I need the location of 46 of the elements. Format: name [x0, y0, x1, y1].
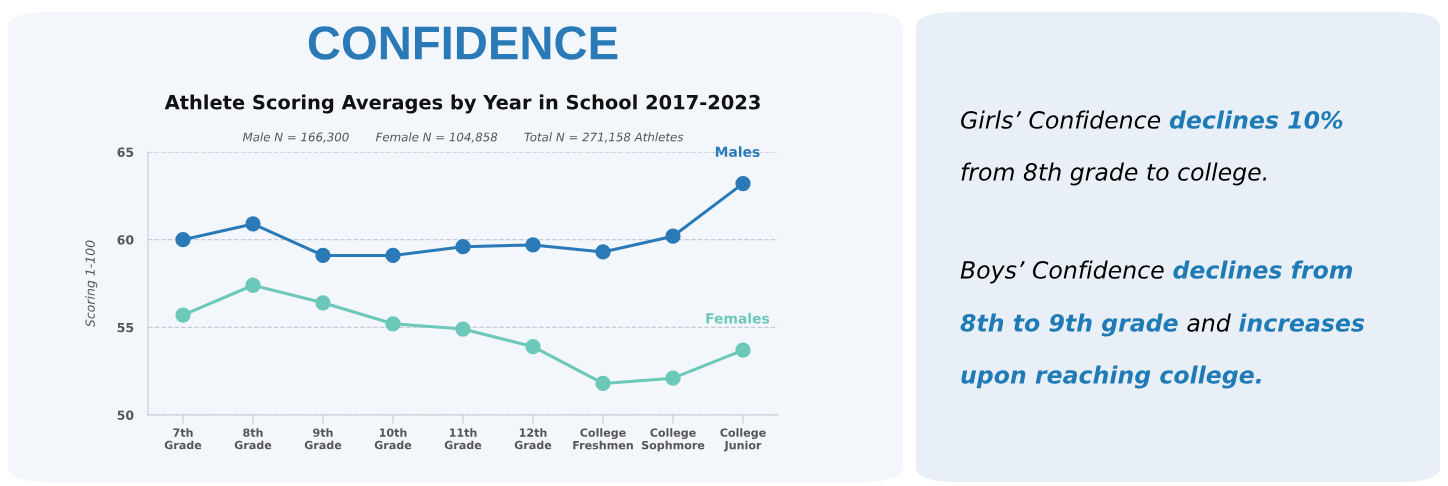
text: from 8th grade to college.	[961, 162, 1267, 186]
point	[315, 247, 331, 264]
x-tick-label: 11th Grade	[444, 428, 482, 450]
text: Boys’ Confidence	[960, 260, 1164, 284]
x-tick-label: 7th Grade	[164, 428, 202, 450]
x-tick-label: College Freshmen	[573, 428, 633, 450]
chart-subtitle: Athlete Scoring Averages by Year in School 2017-2023	[164, 94, 760, 114]
x-tick-label: 12th Grade	[514, 428, 552, 450]
point	[595, 375, 611, 392]
text: and	[1187, 313, 1231, 332]
x-tick-label: College Sophmore	[641, 428, 705, 452]
text: upon reaching college.	[961, 365, 1261, 389]
point	[455, 239, 471, 255]
point	[245, 216, 261, 232]
text: declines from	[1173, 260, 1353, 279]
point	[595, 244, 611, 260]
text: Girls’ Confidence	[961, 110, 1161, 129]
x-tick-label: 9th Grade	[304, 428, 342, 450]
point	[735, 342, 751, 358]
point	[525, 338, 541, 355]
series-label: Females	[706, 312, 770, 324]
y-tick-label: 60	[117, 235, 134, 245]
point	[735, 175, 751, 192]
chart-title: CONFIDENCE	[308, 26, 618, 60]
text: Male N = 166,300 Female N = 104,858 Total N = 271,158 Athletes	[242, 132, 684, 143]
point	[175, 307, 191, 323]
point	[665, 370, 681, 386]
point	[665, 228, 681, 244]
x-tick-label: 8th Grade	[234, 428, 272, 450]
text: increases	[1239, 313, 1365, 332]
text: 8th to 9th grade	[960, 313, 1178, 337]
point	[455, 321, 471, 337]
point	[385, 247, 401, 264]
y-tick-label: 50	[117, 410, 134, 420]
point	[175, 232, 191, 248]
point	[315, 295, 331, 311]
point	[245, 277, 261, 293]
text: declines 10%	[1169, 110, 1343, 129]
y-tick-label: 65	[117, 147, 134, 157]
y-tick-label: 55	[117, 322, 134, 333]
point	[525, 237, 541, 253]
x-tick-label: College Junior	[720, 428, 766, 452]
y-axis-title: Scoring 1-100	[85, 240, 98, 328]
point	[385, 316, 401, 332]
x-tick-label: 10th Grade	[374, 428, 412, 450]
series-label: Males	[715, 146, 760, 158]
